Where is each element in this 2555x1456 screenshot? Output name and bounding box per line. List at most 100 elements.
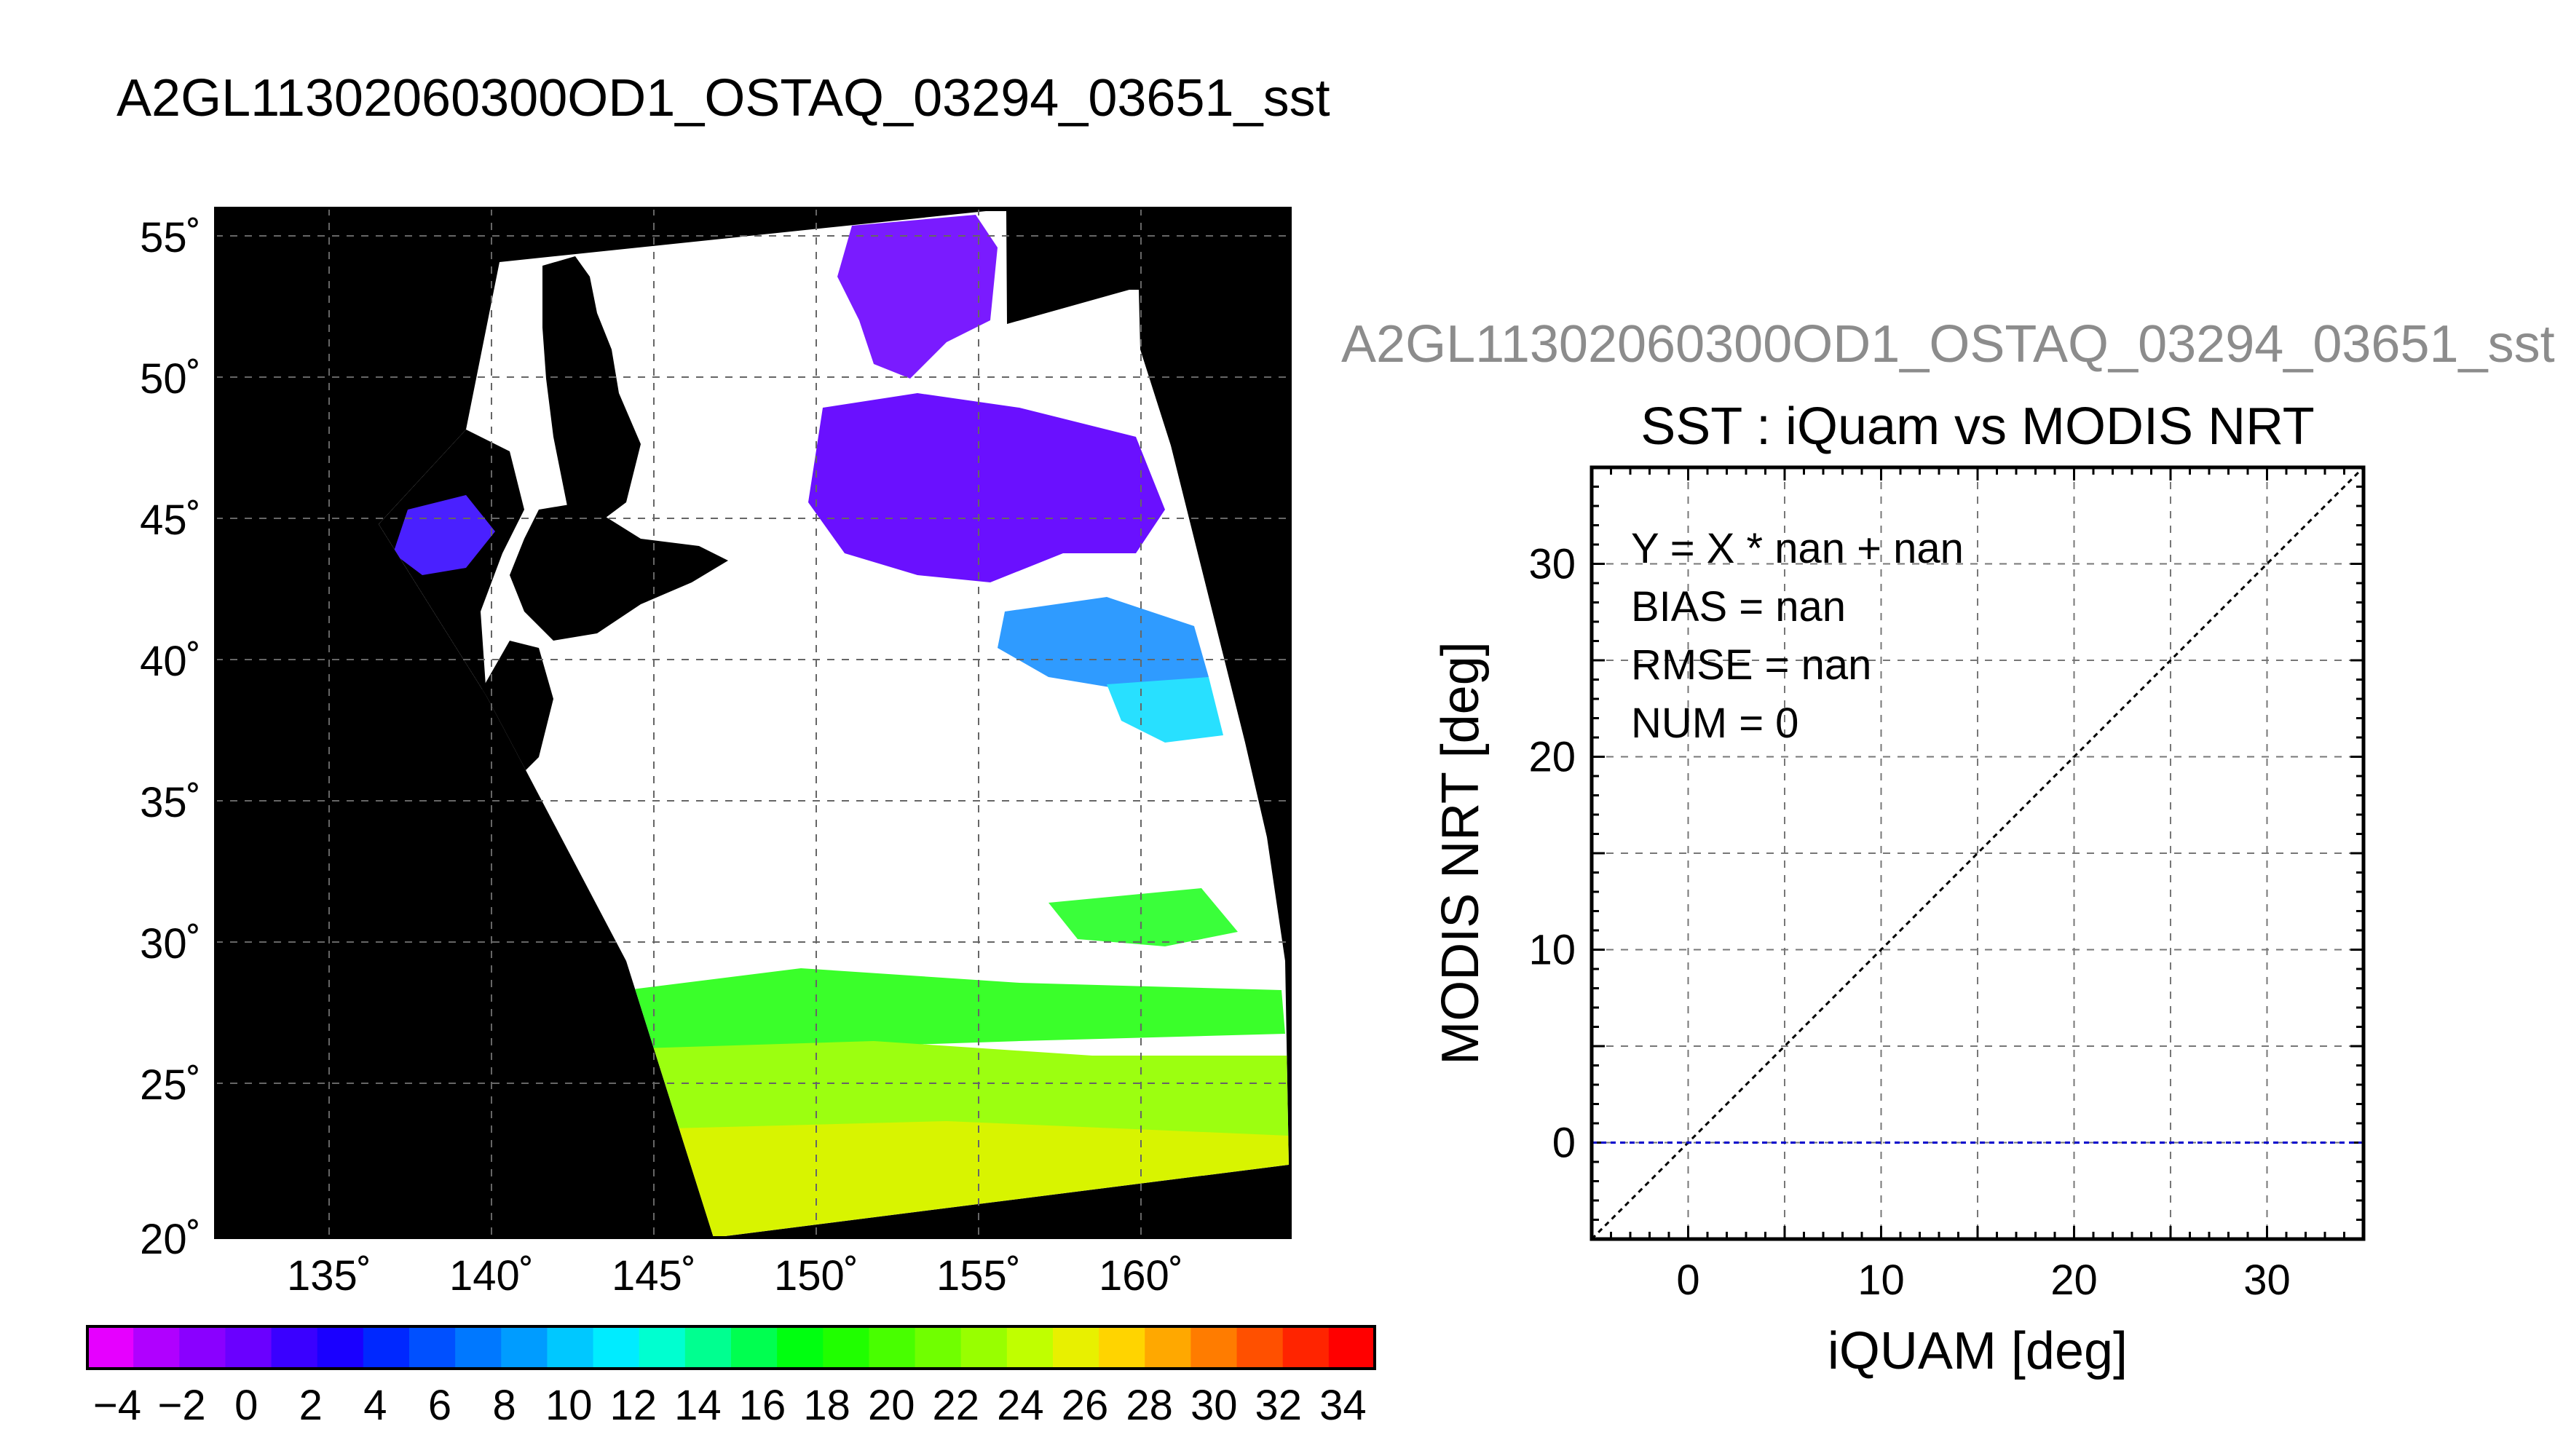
- colorbar-cell: [1236, 1326, 1284, 1369]
- y-tick-label: 0: [1552, 1120, 1576, 1167]
- colorbar-cell: [593, 1326, 640, 1369]
- colorbar-tick-label: 20: [868, 1382, 915, 1429]
- one-to-one-line: [1590, 466, 2365, 1241]
- colorbar-cell: [547, 1326, 594, 1369]
- colorbar-tick-label: 12: [610, 1382, 657, 1429]
- colorbar-cell: [1053, 1326, 1099, 1369]
- stats-line: NUM = 0: [1631, 700, 1798, 747]
- colorbar-cell: [133, 1326, 180, 1369]
- stats-line: RMSE = nan: [1631, 641, 1871, 689]
- colorbar-cell: [363, 1326, 410, 1369]
- y-tick-label: 30: [1528, 541, 1576, 588]
- longitude-labels: 135˚ 140˚ 145˚ 150˚ 155˚ 160˚: [287, 1252, 1183, 1299]
- map-graticule: [216, 208, 1290, 1238]
- colorbar-tick-label: 0: [234, 1382, 258, 1429]
- lon-label: 145˚: [612, 1252, 696, 1299]
- land-honshu: [481, 641, 553, 772]
- colorbar: −4 −2 0 2 4 6 8 10 12 14 16 18 20 22 24 26 28 30 32 34: [86, 1325, 1376, 1429]
- x-tick-label: 0: [1676, 1257, 1699, 1304]
- colorbar-cell: [87, 1326, 134, 1369]
- x-tick-label: 30: [2243, 1257, 2291, 1304]
- colorbar-tick-label: −2: [158, 1382, 206, 1429]
- y-tick-label: 10: [1528, 927, 1576, 974]
- colorbar-cell: [455, 1326, 502, 1369]
- sst-patch-cyan: [1107, 677, 1223, 743]
- colorbar-tick-label: 30: [1190, 1382, 1238, 1429]
- colorbar-cell: [271, 1326, 318, 1369]
- stats-annotation: Y = X * nan + nan BIAS = nan RMSE = nan NUM…: [1631, 525, 1964, 747]
- sst-patch-west-cold: [393, 495, 495, 575]
- colorbar-tick-label: 22: [933, 1382, 980, 1429]
- colorbar-cell: [1282, 1326, 1330, 1369]
- lon-label: 150˚: [774, 1252, 858, 1299]
- colorbar-cell: [1006, 1326, 1054, 1369]
- lat-label: 40˚: [140, 638, 201, 685]
- x-tick-labels: 0 10 20 30: [1676, 1257, 2290, 1304]
- sst-patch-central-cold: [808, 393, 1165, 582]
- lat-label: 20˚: [140, 1216, 201, 1263]
- colorbar-tick-label: 4: [363, 1382, 387, 1429]
- sst-band-green: [626, 968, 1285, 1048]
- sst-patch-cool: [998, 597, 1209, 692]
- scatter-subtitle: A2GL11302060300OD1_OSTAQ_03294_03651_sst: [1341, 315, 2555, 373]
- y-tick-label: 20: [1528, 734, 1576, 781]
- colorbar-cell: [225, 1326, 272, 1369]
- colorbar-frame: [86, 1325, 1376, 1370]
- stats-line: Y = X * nan + nan: [1631, 525, 1964, 572]
- y-tick-labels: 0 10 20 30: [1528, 541, 1576, 1167]
- sst-patch-north-cold: [837, 215, 998, 379]
- colorbar-cell: [639, 1326, 686, 1369]
- colorbar-cell: [869, 1326, 916, 1369]
- colorbar-cell: [409, 1326, 456, 1369]
- colorbar-tick-label: 24: [997, 1382, 1044, 1429]
- colorbar-tick-label: 6: [428, 1382, 451, 1429]
- lon-label: 160˚: [1099, 1252, 1183, 1299]
- colorbar-tick-label: 10: [545, 1382, 593, 1429]
- colorbar-tick-label: 28: [1126, 1382, 1173, 1429]
- lat-label: 30˚: [140, 920, 201, 968]
- x-axis-label: iQUAM [deg]: [1828, 1322, 2128, 1380]
- plot-frame: [1590, 465, 2366, 1241]
- colorbar-tick-label: −4: [93, 1382, 141, 1429]
- sst-band-yellow: [670, 1121, 1289, 1238]
- colorbar-cell: [1190, 1326, 1238, 1369]
- colorbar-cell: [823, 1326, 870, 1369]
- colorbar-cell: [179, 1326, 226, 1369]
- colorbar-cell: [684, 1326, 732, 1369]
- colorbar-cell: [731, 1326, 778, 1369]
- x-tick-label: 20: [2050, 1257, 2098, 1304]
- colorbar-cell: [777, 1326, 824, 1369]
- colorbar-cell: [317, 1326, 364, 1369]
- scatter-plot: SST : iQuam vs MODIS NRT 0 10 20 30 0 10 20 30…: [1431, 397, 2366, 1380]
- lat-label: 45˚: [140, 496, 201, 544]
- x-tick-label: 10: [1857, 1257, 1905, 1304]
- sst-band-lime: [641, 1041, 1289, 1136]
- latitude-labels: 55˚ 50˚ 45˚ 40˚ 35˚ 30˚ 25˚ 20˚: [140, 214, 201, 1263]
- colorbar-cell: [960, 1326, 1008, 1369]
- lat-label: 55˚: [140, 214, 201, 261]
- colorbar-tick-label: 18: [803, 1382, 850, 1429]
- lon-label: 135˚: [287, 1252, 371, 1299]
- colorbar-tick-label: 8: [492, 1382, 516, 1429]
- lon-label: 140˚: [449, 1252, 534, 1299]
- colorbar-tick-label: 2: [299, 1382, 323, 1429]
- colorbar-cell: [1145, 1326, 1192, 1369]
- map-frame: [214, 207, 1292, 1239]
- scatter-grid: [1592, 467, 2364, 1239]
- land-sakhalin: [542, 256, 641, 524]
- land-hokkaido: [510, 502, 728, 641]
- colorbar-tick-label: 26: [1062, 1382, 1109, 1429]
- lat-label: 25˚: [140, 1061, 201, 1109]
- colorbar-tick-label: 14: [674, 1382, 722, 1429]
- lon-label: 155˚: [936, 1252, 1021, 1299]
- colorbar-tick-label: 34: [1319, 1382, 1367, 1429]
- colorbar-tick-label: 16: [739, 1382, 786, 1429]
- sst-map: 55˚ 50˚ 45˚ 40˚ 35˚ 30˚ 25˚ 20˚ 135˚ 140˚ 145˚ 150…: [140, 207, 1292, 1299]
- sst-patch-mid-green: [1049, 888, 1238, 946]
- colorbar-cell: [1099, 1326, 1145, 1369]
- y-axis-label: MODIS NRT [deg]: [1431, 641, 1490, 1065]
- stats-line: BIAS = nan: [1631, 583, 1846, 630]
- colorbar-cell: [915, 1326, 962, 1369]
- figure-title: A2GL11302060300OD1_OSTAQ_03294_03651_sst: [117, 69, 1330, 127]
